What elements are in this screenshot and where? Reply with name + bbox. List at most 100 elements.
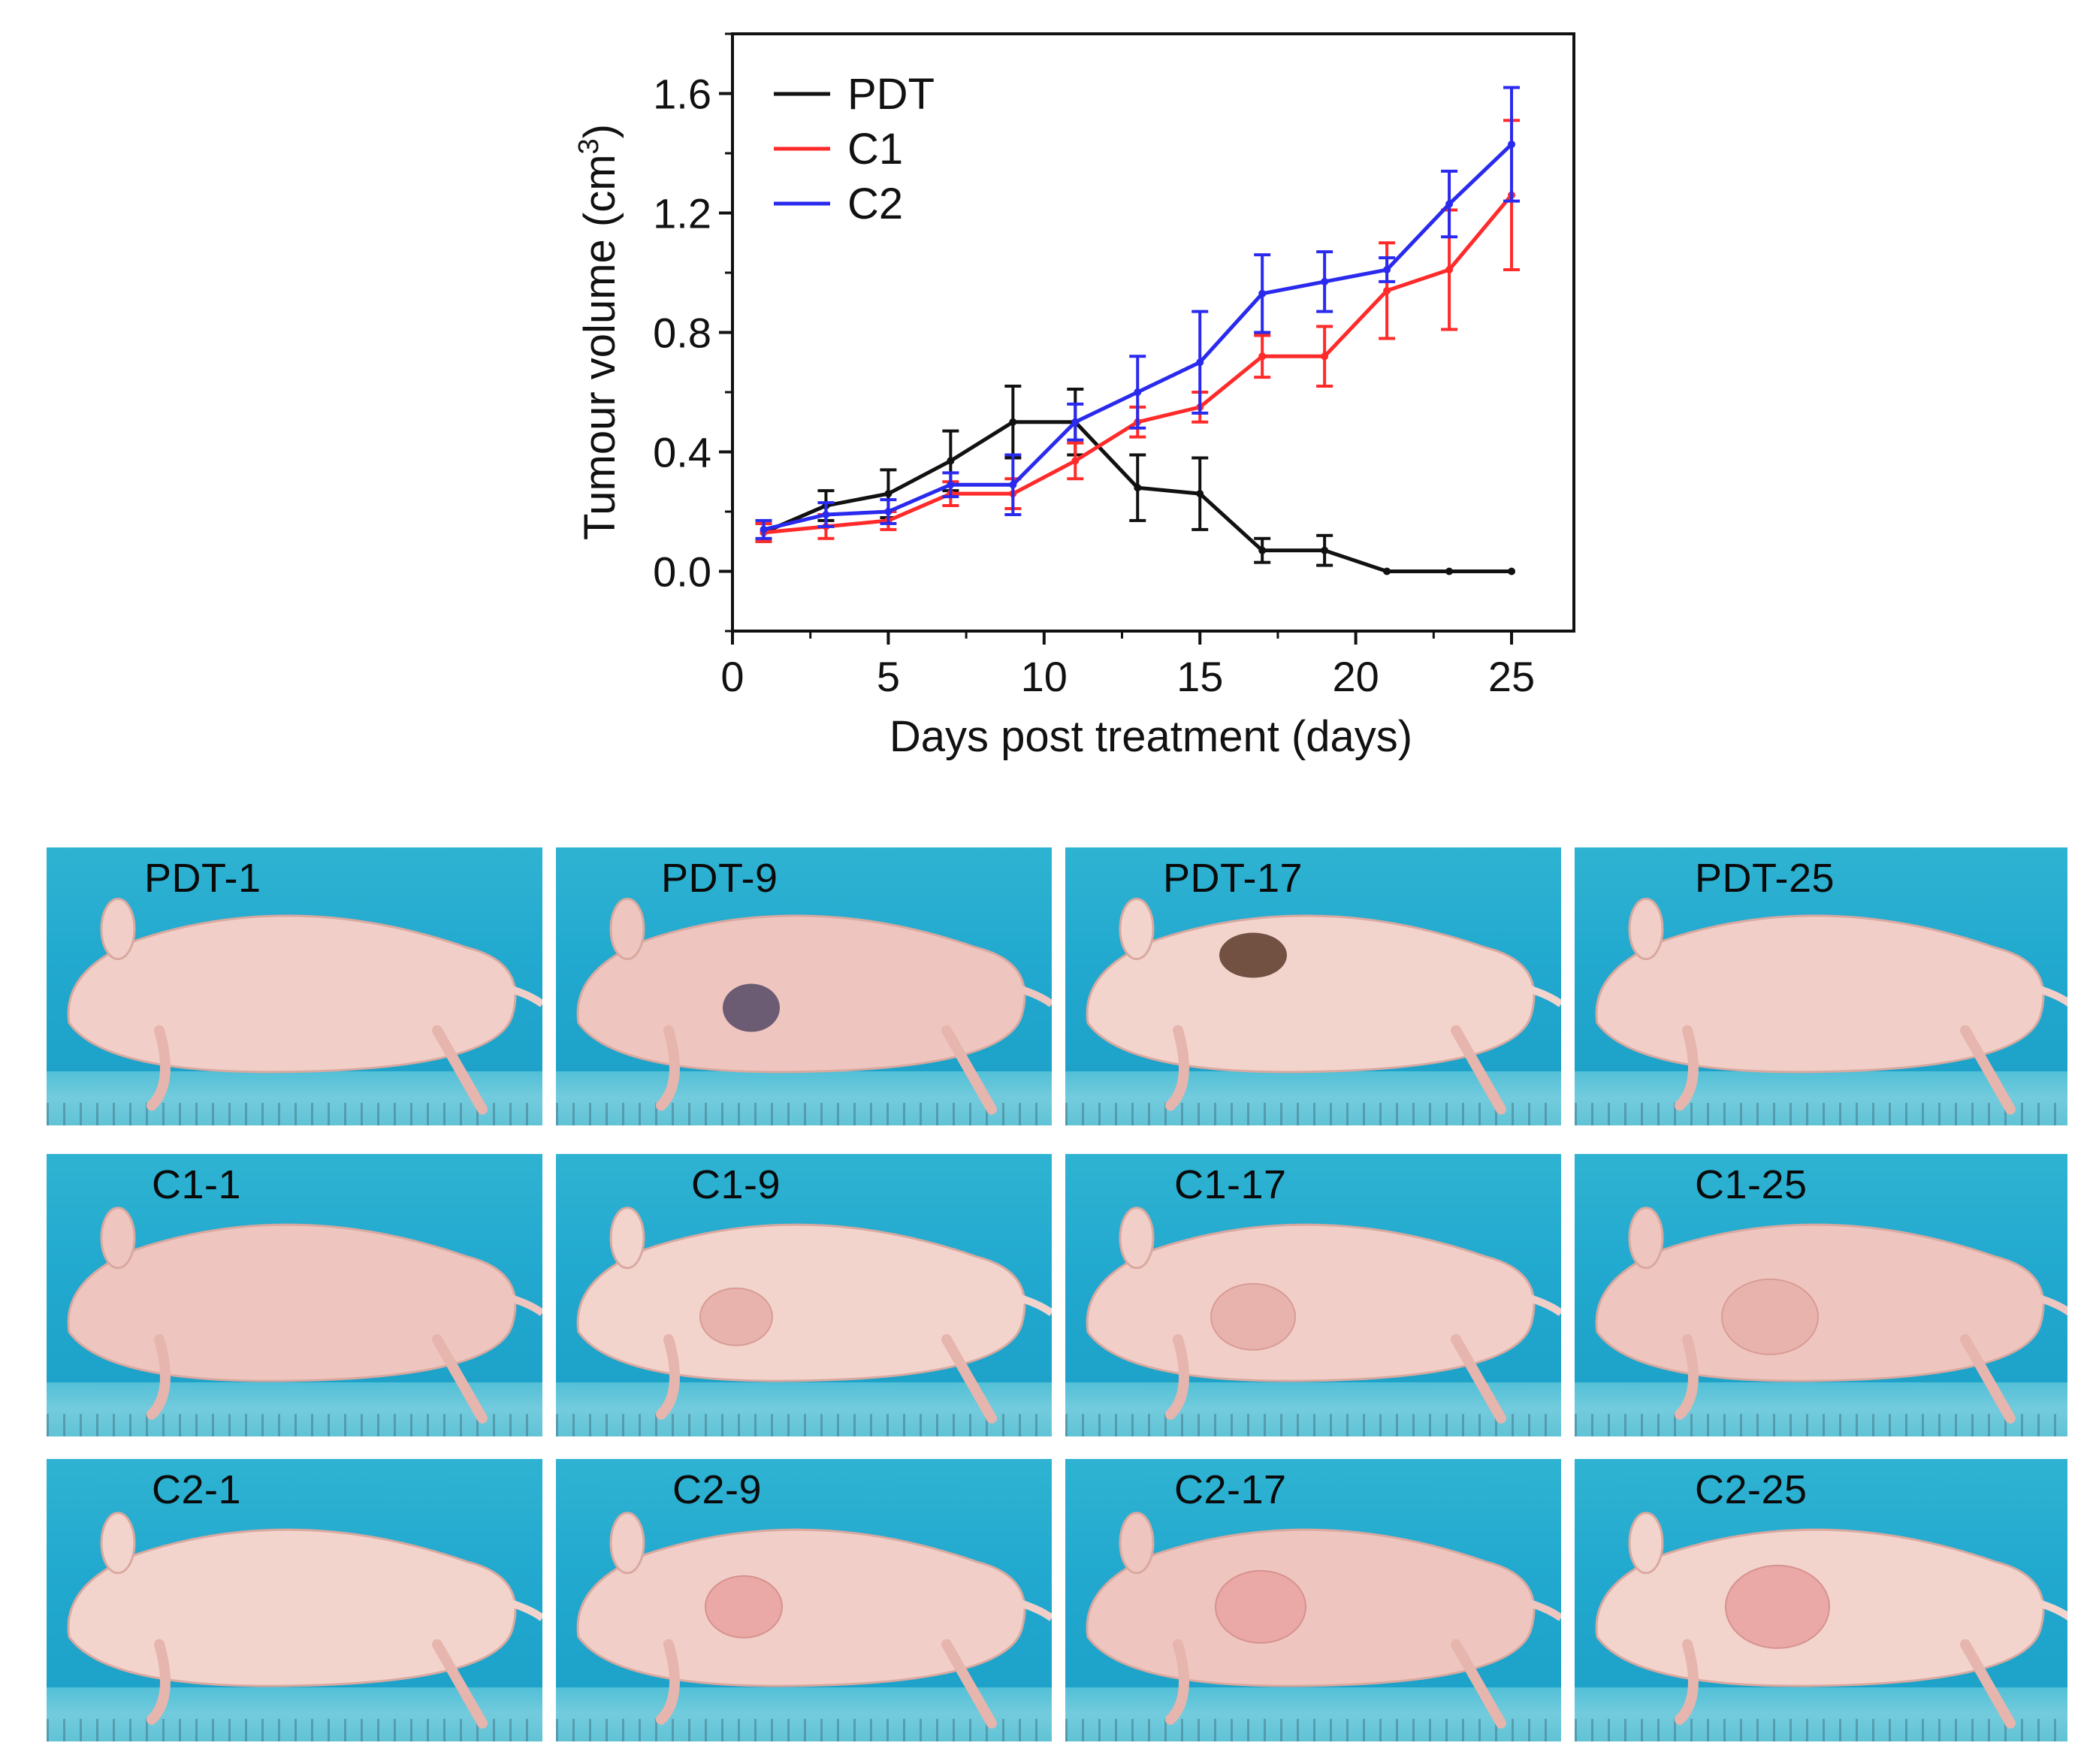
ruler-ticks <box>1575 1414 2067 1436</box>
y-tick-label: 0.8 <box>653 310 711 357</box>
mouse-illustration <box>576 1207 1052 1424</box>
plot-frame <box>731 32 1575 633</box>
data-point <box>1258 546 1267 554</box>
photo-label: PDT-1 <box>144 856 261 901</box>
series-pdt <box>755 385 1516 575</box>
data-point <box>884 508 892 515</box>
data-point <box>1258 352 1267 361</box>
data-point <box>1445 266 1454 274</box>
mouse-illustration <box>67 898 542 1115</box>
legend-label-pdt: PDT <box>847 70 935 119</box>
x-tick-label: 10 <box>1021 653 1068 700</box>
mouse-photo: C2-9 <box>556 1459 1052 1741</box>
mouse-illustration <box>576 898 1052 1115</box>
ruler <box>47 1382 542 1436</box>
data-point <box>1196 490 1204 498</box>
mouse-photo: PDT-9 <box>556 847 1052 1125</box>
data-point <box>1009 418 1017 426</box>
ruler <box>1065 1687 1561 1741</box>
tumour-volume-chart: 0.0 0.4 0.8 1.2 1.6 0 5 10 15 20 25 PDT C1 C2 Tumour… <box>573 32 1575 761</box>
ruler-ticks <box>47 1414 542 1436</box>
mouse-illustration <box>1595 1207 2067 1424</box>
mouse-photo: C2-17 <box>1065 1459 1561 1741</box>
photo-label: C1-17 <box>1174 1162 1287 1207</box>
ruler-ticks <box>47 1719 542 1741</box>
ruler-ticks <box>1065 1103 1561 1125</box>
mouse-photo: C1-25 <box>1575 1154 2067 1436</box>
ruler <box>1065 1382 1561 1436</box>
data-point <box>1134 388 1142 396</box>
mouse-photo-grid: PDT-1 PDT-9 PDT-17 PDT-25 C1-1 C1-9 C1-17 C1-25… <box>47 847 2067 1741</box>
data-point <box>1009 481 1017 489</box>
ruler-ticks <box>47 1103 542 1125</box>
data-point <box>1321 546 1329 554</box>
ruler-ticks <box>1575 1719 2067 1741</box>
x-tick-label: 0 <box>720 653 744 700</box>
mouse-photo: PDT-17 <box>1065 847 1561 1125</box>
photo-label: C1-1 <box>152 1162 242 1207</box>
x-tick-label: 25 <box>1488 653 1535 700</box>
data-point <box>1383 567 1391 575</box>
mouse-illustration <box>1086 1207 1561 1424</box>
ruler-ticks <box>556 1103 1052 1125</box>
ruler <box>556 1382 1052 1436</box>
ruler-ticks <box>1065 1414 1561 1436</box>
data-point <box>1258 289 1267 298</box>
data-point <box>1321 352 1329 361</box>
mouse-photo: PDT-1 <box>47 847 542 1125</box>
ruler <box>556 1687 1052 1741</box>
mouse-illustration <box>1086 898 1561 1115</box>
y-axis-label-sup: 3 <box>573 138 605 154</box>
photo-label: C2-25 <box>1695 1467 1808 1512</box>
mouse-illustration <box>67 1207 542 1424</box>
mouse-illustration <box>1595 1512 2067 1729</box>
photo-label: C1-9 <box>691 1162 781 1207</box>
data-point <box>884 490 892 498</box>
x-tick-label: 5 <box>877 653 900 700</box>
data-point <box>1383 286 1391 295</box>
mouse-photo: C1-9 <box>556 1154 1052 1436</box>
y-axis-label-close: ) <box>575 124 624 138</box>
photo-label: C2-1 <box>152 1467 242 1512</box>
photo-label: PDT-25 <box>1695 856 1835 901</box>
ruler-ticks <box>1575 1103 2067 1125</box>
photo-label: PDT-9 <box>661 856 778 901</box>
mouse-illustration <box>576 1512 1052 1729</box>
photo-label: PDT-17 <box>1163 856 1303 901</box>
x-tick-label: 15 <box>1176 653 1223 700</box>
mouse-photo: C2-25 <box>1575 1459 2067 1741</box>
data-point <box>1196 358 1204 367</box>
data-point <box>1134 484 1142 492</box>
ruler-ticks <box>556 1414 1052 1436</box>
mouse-illustration <box>1595 898 2067 1115</box>
data-point <box>1071 418 1080 426</box>
ruler <box>47 1687 542 1741</box>
data-point <box>1508 140 1516 149</box>
ruler-ticks <box>556 1719 1052 1741</box>
x-tick-label: 20 <box>1332 653 1379 700</box>
data-point <box>1071 457 1080 465</box>
y-tick-label: 1.6 <box>653 71 711 118</box>
mouse-photo: C1-17 <box>1065 1154 1561 1436</box>
y-axis-label: Tumour volume (cm3) <box>573 124 624 540</box>
ruler <box>1575 1382 2067 1436</box>
data-point <box>1383 266 1391 274</box>
data-point <box>822 510 830 518</box>
mouse-illustration <box>67 1512 542 1729</box>
photo-label: C2-17 <box>1174 1467 1287 1512</box>
y-tick-label: 1.2 <box>653 190 711 237</box>
data-point <box>947 481 955 489</box>
photo-label: C2-9 <box>672 1467 763 1512</box>
data-point <box>947 457 955 465</box>
photo-label: C1-25 <box>1695 1162 1808 1207</box>
y-axis-label-text: Tumour volume (cm <box>575 154 624 540</box>
data-point <box>760 525 768 533</box>
data-point <box>1508 567 1516 575</box>
data-point <box>1321 277 1329 285</box>
ruler <box>1575 1687 2067 1741</box>
series-c2 <box>755 86 1521 540</box>
ruler <box>1575 1071 2067 1125</box>
legend-label-c1: C1 <box>847 125 903 174</box>
data-point <box>1445 567 1454 575</box>
ruler-ticks <box>1065 1719 1561 1741</box>
